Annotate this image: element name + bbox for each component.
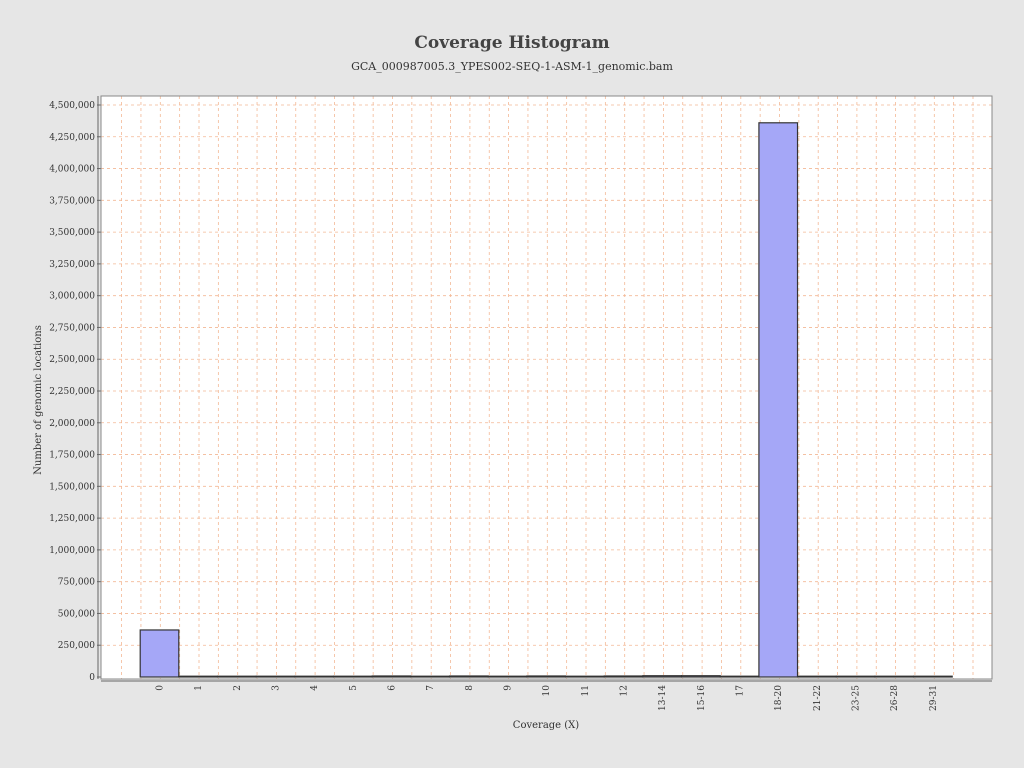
bar-13-14 <box>642 675 683 678</box>
x-tick-label: 11 <box>581 685 591 696</box>
bar-29-31 <box>912 675 953 678</box>
x-tick-label: 5 <box>349 685 359 691</box>
bar-18-20 <box>758 122 799 678</box>
y-tick-label: 3,750,000 <box>49 196 95 206</box>
y-tick-label: 3,000,000 <box>49 292 95 302</box>
bar-10 <box>526 675 567 678</box>
y-tick-label: 3,500,000 <box>49 228 95 238</box>
bar-26-28 <box>874 675 915 678</box>
chart-title: Coverage Histogram <box>414 33 609 53</box>
y-axis-label: Number of genomic locations <box>33 325 44 475</box>
plot-area <box>101 96 992 679</box>
y-tick-label: 250,000 <box>58 641 95 651</box>
x-tick-label: 0 <box>156 685 166 691</box>
bar-12 <box>603 675 644 678</box>
y-tick-label: 1,500,000 <box>49 482 95 492</box>
bar-9 <box>487 675 528 678</box>
bar-1 <box>178 675 219 678</box>
bar-4 <box>294 675 335 678</box>
x-tick-label: 13-14 <box>658 685 668 711</box>
x-tick-label: 10 <box>542 685 552 697</box>
chart-subtitle: GCA_000987005.3_YPES002-SEQ-1-ASM-1_geno… <box>351 60 673 73</box>
bar-2 <box>216 675 257 678</box>
x-tick-label: 2 <box>233 685 243 691</box>
x-tick-label: 26-28 <box>890 685 900 711</box>
bar-21-22 <box>796 675 837 678</box>
y-tick-label: 1,000,000 <box>49 546 95 556</box>
x-tick-label: 23-25 <box>852 685 862 711</box>
plot-border <box>100 95 993 680</box>
x-tick-label: 18-20 <box>774 685 784 711</box>
bar-3 <box>255 675 296 678</box>
bars <box>139 122 953 678</box>
y-tick-label: 2,750,000 <box>49 323 95 333</box>
y-tick-label: 1,250,000 <box>49 514 95 524</box>
x-tick-label: 3 <box>272 685 282 691</box>
y-tick-label: 2,250,000 <box>49 387 95 397</box>
y-tick-label: 2,500,000 <box>49 355 95 365</box>
y-tick-label: 2,000,000 <box>49 419 95 429</box>
bar-17 <box>719 675 760 678</box>
y-tick-label: 4,250,000 <box>49 133 95 143</box>
x-tick-label: 15-16 <box>697 685 707 711</box>
bar-8 <box>448 675 489 678</box>
x-tick-label: 8 <box>465 685 475 691</box>
y-tick-label: 3,250,000 <box>49 260 95 270</box>
x-tick-labels: 0 1 2 3 4 5 6 7 8 9 10 11 12 13-14 15-16 17 18-20 21-22 23… <box>156 685 939 711</box>
x-tick-label: 17 <box>736 685 746 697</box>
y-tick-label: 1,750,000 <box>49 451 95 461</box>
x-tick-label: 4 <box>310 685 320 691</box>
bar-23-25 <box>835 675 876 678</box>
x-tick-label: 12 <box>620 685 630 696</box>
y-tick-label: 4,000,000 <box>49 165 95 175</box>
x-tick-label: 7 <box>426 685 436 691</box>
bar-7 <box>410 675 451 678</box>
y-tick-label: 4,500,000 <box>49 101 95 111</box>
bar-15-16 <box>680 675 721 678</box>
axes <box>97 95 993 682</box>
bar-6 <box>371 675 412 678</box>
x-axis-label: Coverage (X) <box>513 720 580 731</box>
y-tick-label: 500,000 <box>58 609 95 619</box>
y-tick-label: 750,000 <box>58 578 95 588</box>
x-tick-label: 1 <box>194 685 204 691</box>
bar-5 <box>332 675 373 678</box>
x-tick-label: 29-31 <box>929 685 939 711</box>
bar-0 <box>139 629 180 678</box>
x-tick-label: 21-22 <box>813 685 823 711</box>
y-tick-labels: 0 250,000 500,000 750,000 1,000,000 1,250,000… <box>49 101 95 683</box>
bar-11 <box>564 675 605 678</box>
x-tick-label: 6 <box>388 685 398 691</box>
y-tick-label: 0 <box>89 673 95 683</box>
x-tick-label: 9 <box>504 685 514 691</box>
